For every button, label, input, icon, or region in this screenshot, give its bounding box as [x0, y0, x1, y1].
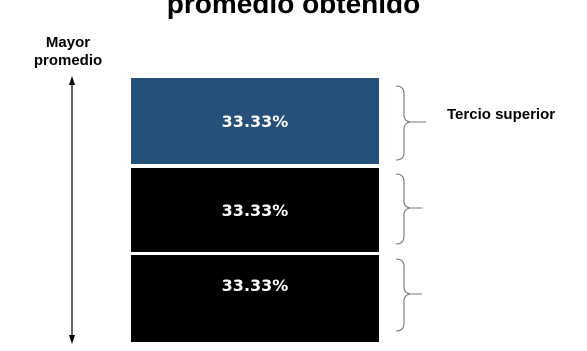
tier-block-top: 33.33% — [131, 78, 379, 164]
axis-label: Mayor promedio — [28, 34, 108, 70]
tier-block-middle-value: 33.33% — [221, 200, 289, 220]
tier-block-bottom-value: 33.33% — [221, 276, 289, 295]
axis-label-line-1: Mayor — [45, 34, 91, 51]
tier-block-bottom: 33.33% — [131, 255, 379, 342]
tier-block-top-value: 33.33% — [221, 111, 289, 131]
brace-icon-middle — [395, 173, 422, 245]
brace-icon-top — [395, 85, 426, 161]
tier-label-top: Tercio superior — [447, 106, 556, 123]
tier-block-middle: 33.33% — [131, 168, 379, 252]
diagram-title: promedio obtenido — [166, 0, 421, 19]
brace-icon-bottom — [395, 258, 422, 332]
vertical-axis-arrow-icon — [69, 76, 75, 344]
axis-label-line-2: promedio — [33, 52, 103, 69]
